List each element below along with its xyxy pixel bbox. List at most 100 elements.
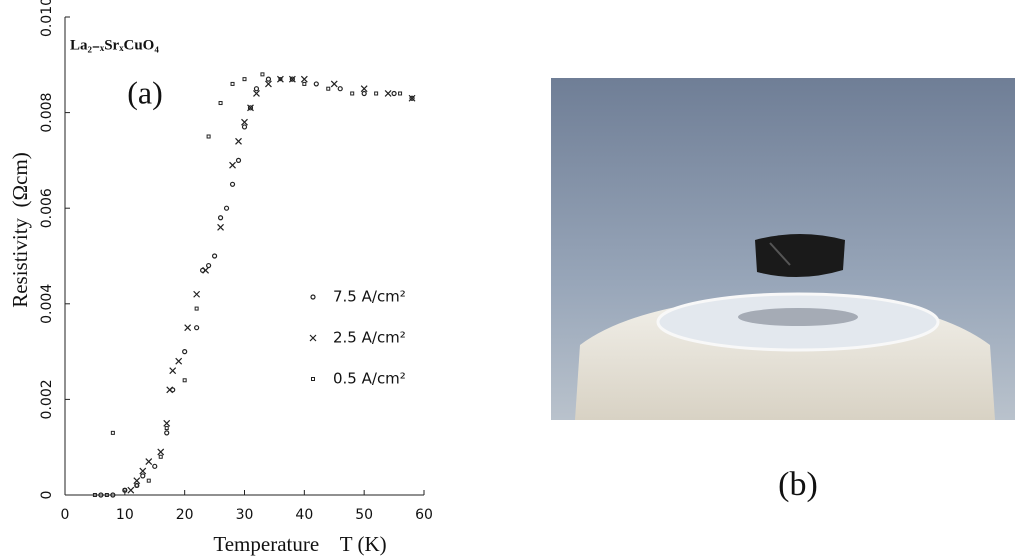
point (92, 493, 97, 497)
point (241, 118, 248, 126)
y-tick-label: 0.002 (39, 379, 55, 419)
point (313, 81, 319, 87)
y-tick-label: 0.008 (39, 93, 55, 133)
point (139, 467, 147, 475)
point (145, 458, 153, 465)
point (158, 454, 163, 459)
chart-title: La₂₋ₓSrₓCuO₄ (70, 37, 159, 53)
legend-label: 0.5 A/cm² (333, 370, 406, 388)
point (288, 75, 296, 83)
point (164, 426, 169, 431)
point (217, 215, 224, 221)
x-tick-label: 60 (415, 507, 433, 523)
point (265, 80, 272, 88)
point (122, 488, 127, 493)
point (253, 90, 260, 97)
point (184, 324, 192, 332)
point (350, 91, 355, 96)
x-tick-label: 10 (116, 507, 134, 523)
x-tick-label: 50 (355, 507, 373, 523)
point (175, 357, 183, 365)
point (409, 95, 415, 101)
point (104, 493, 109, 497)
point (247, 104, 254, 112)
point (211, 253, 218, 259)
point (140, 473, 146, 479)
legend-label: 2.5 A/cm² (333, 329, 406, 347)
point (337, 86, 343, 92)
x-tick-label: 0 (61, 507, 70, 523)
panel-label: (a) (127, 74, 163, 110)
point (193, 290, 201, 298)
point (200, 267, 206, 273)
point (242, 77, 247, 82)
point (235, 157, 242, 163)
y-tick-label: 0.010 (39, 0, 55, 37)
point (278, 77, 283, 82)
point (170, 387, 176, 393)
point (384, 90, 392, 97)
point (229, 181, 236, 187)
point (253, 86, 260, 92)
panel-label: (b) (778, 466, 818, 503)
x-axis-label: Temperature T (K) (213, 532, 386, 556)
point (217, 223, 224, 231)
point (326, 86, 331, 91)
point (206, 134, 211, 139)
point (265, 76, 272, 82)
y-tick-label: 0.006 (39, 188, 55, 228)
point (374, 91, 379, 96)
legend-marker (309, 334, 317, 342)
x-tick-label: 40 (295, 507, 313, 523)
point (182, 349, 188, 355)
point (241, 124, 248, 130)
y-axis-label: Resistivity (Ωcm) (8, 152, 32, 308)
superconductor (738, 308, 858, 326)
point (134, 483, 139, 488)
point (202, 266, 210, 274)
point (182, 378, 187, 383)
magnet-highlight (769, 242, 791, 266)
point (247, 105, 254, 111)
point (391, 90, 397, 97)
point (152, 463, 158, 469)
point (194, 325, 200, 331)
point (218, 101, 223, 106)
legend-label: 7.5 A/cm² (333, 288, 406, 306)
point (206, 262, 212, 269)
point (276, 75, 284, 83)
y-tick-label: 0 (39, 491, 55, 500)
point (300, 75, 308, 83)
point (169, 367, 177, 375)
point (164, 430, 170, 436)
point (302, 81, 307, 86)
point (408, 94, 416, 102)
photo (551, 78, 1015, 420)
point (360, 85, 368, 93)
point (235, 137, 242, 145)
point (110, 430, 115, 435)
point (163, 419, 171, 427)
point (110, 492, 116, 498)
point (98, 492, 104, 498)
point (157, 448, 165, 456)
point (127, 486, 135, 494)
x-tick-label: 20 (176, 507, 194, 523)
point (166, 386, 174, 394)
point (229, 161, 236, 169)
point (361, 90, 367, 97)
legend-marker (311, 377, 315, 381)
point (330, 80, 338, 88)
point (133, 477, 141, 485)
point (289, 76, 295, 82)
point (146, 478, 151, 483)
point (230, 81, 235, 86)
point (223, 205, 230, 211)
point (398, 91, 403, 96)
y-tick-label: 0.004 (39, 284, 55, 324)
legend-marker (310, 294, 316, 300)
x-tick-label: 30 (236, 507, 254, 523)
point (260, 72, 265, 77)
